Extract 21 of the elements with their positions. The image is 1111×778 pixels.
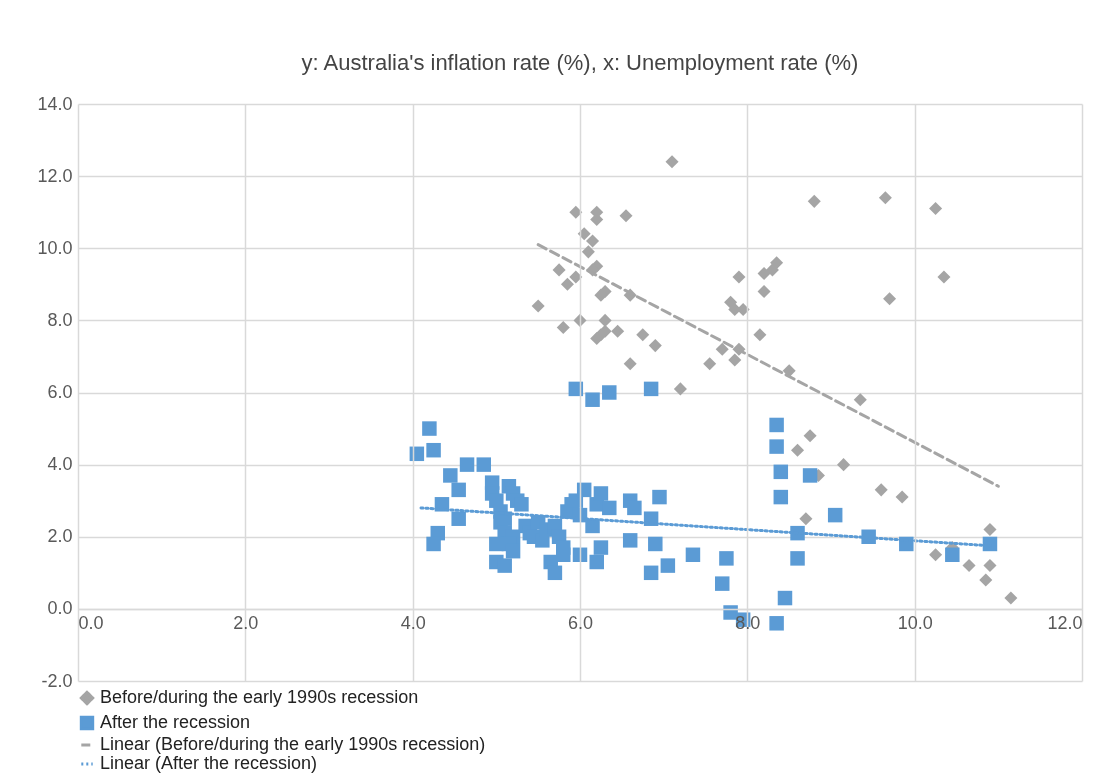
legend-label: After the recession	[100, 712, 251, 732]
x-tick-label: 4.0	[400, 613, 426, 634]
x-tick-label: 6.0	[567, 613, 594, 634]
x-tick-label: 12.0	[1047, 613, 1083, 634]
x-tick-label: 0.0	[78, 613, 104, 634]
x-tick-label: 2.0	[233, 613, 259, 634]
y-tick-label: 0.0	[47, 598, 73, 619]
y-tick-label: 4.0	[47, 454, 73, 475]
legend-label: Before/during the early 1990s recession	[100, 687, 419, 707]
x-tick-label: 8.0	[735, 613, 761, 634]
x-tick-label: 10.0	[897, 613, 933, 634]
y-tick-label: 8.0	[47, 309, 73, 330]
y-tick-label: -2.0	[41, 670, 73, 691]
y-tick-label: 2.0	[47, 526, 73, 547]
chart-title: y: Australia's inflation rate (%), x: Unemployment rate (%)	[301, 50, 859, 75]
y-tick-label: 10.0	[37, 237, 73, 258]
y-tick-label: 6.0	[47, 382, 73, 402]
legend-label: Linear (Before/during the early 1990s recession)	[100, 734, 486, 754]
y-tick-label: 12.0	[37, 165, 73, 186]
legend-label: Linear (After the recession)	[100, 753, 318, 773]
y-tick-label: 14.0	[37, 93, 73, 114]
